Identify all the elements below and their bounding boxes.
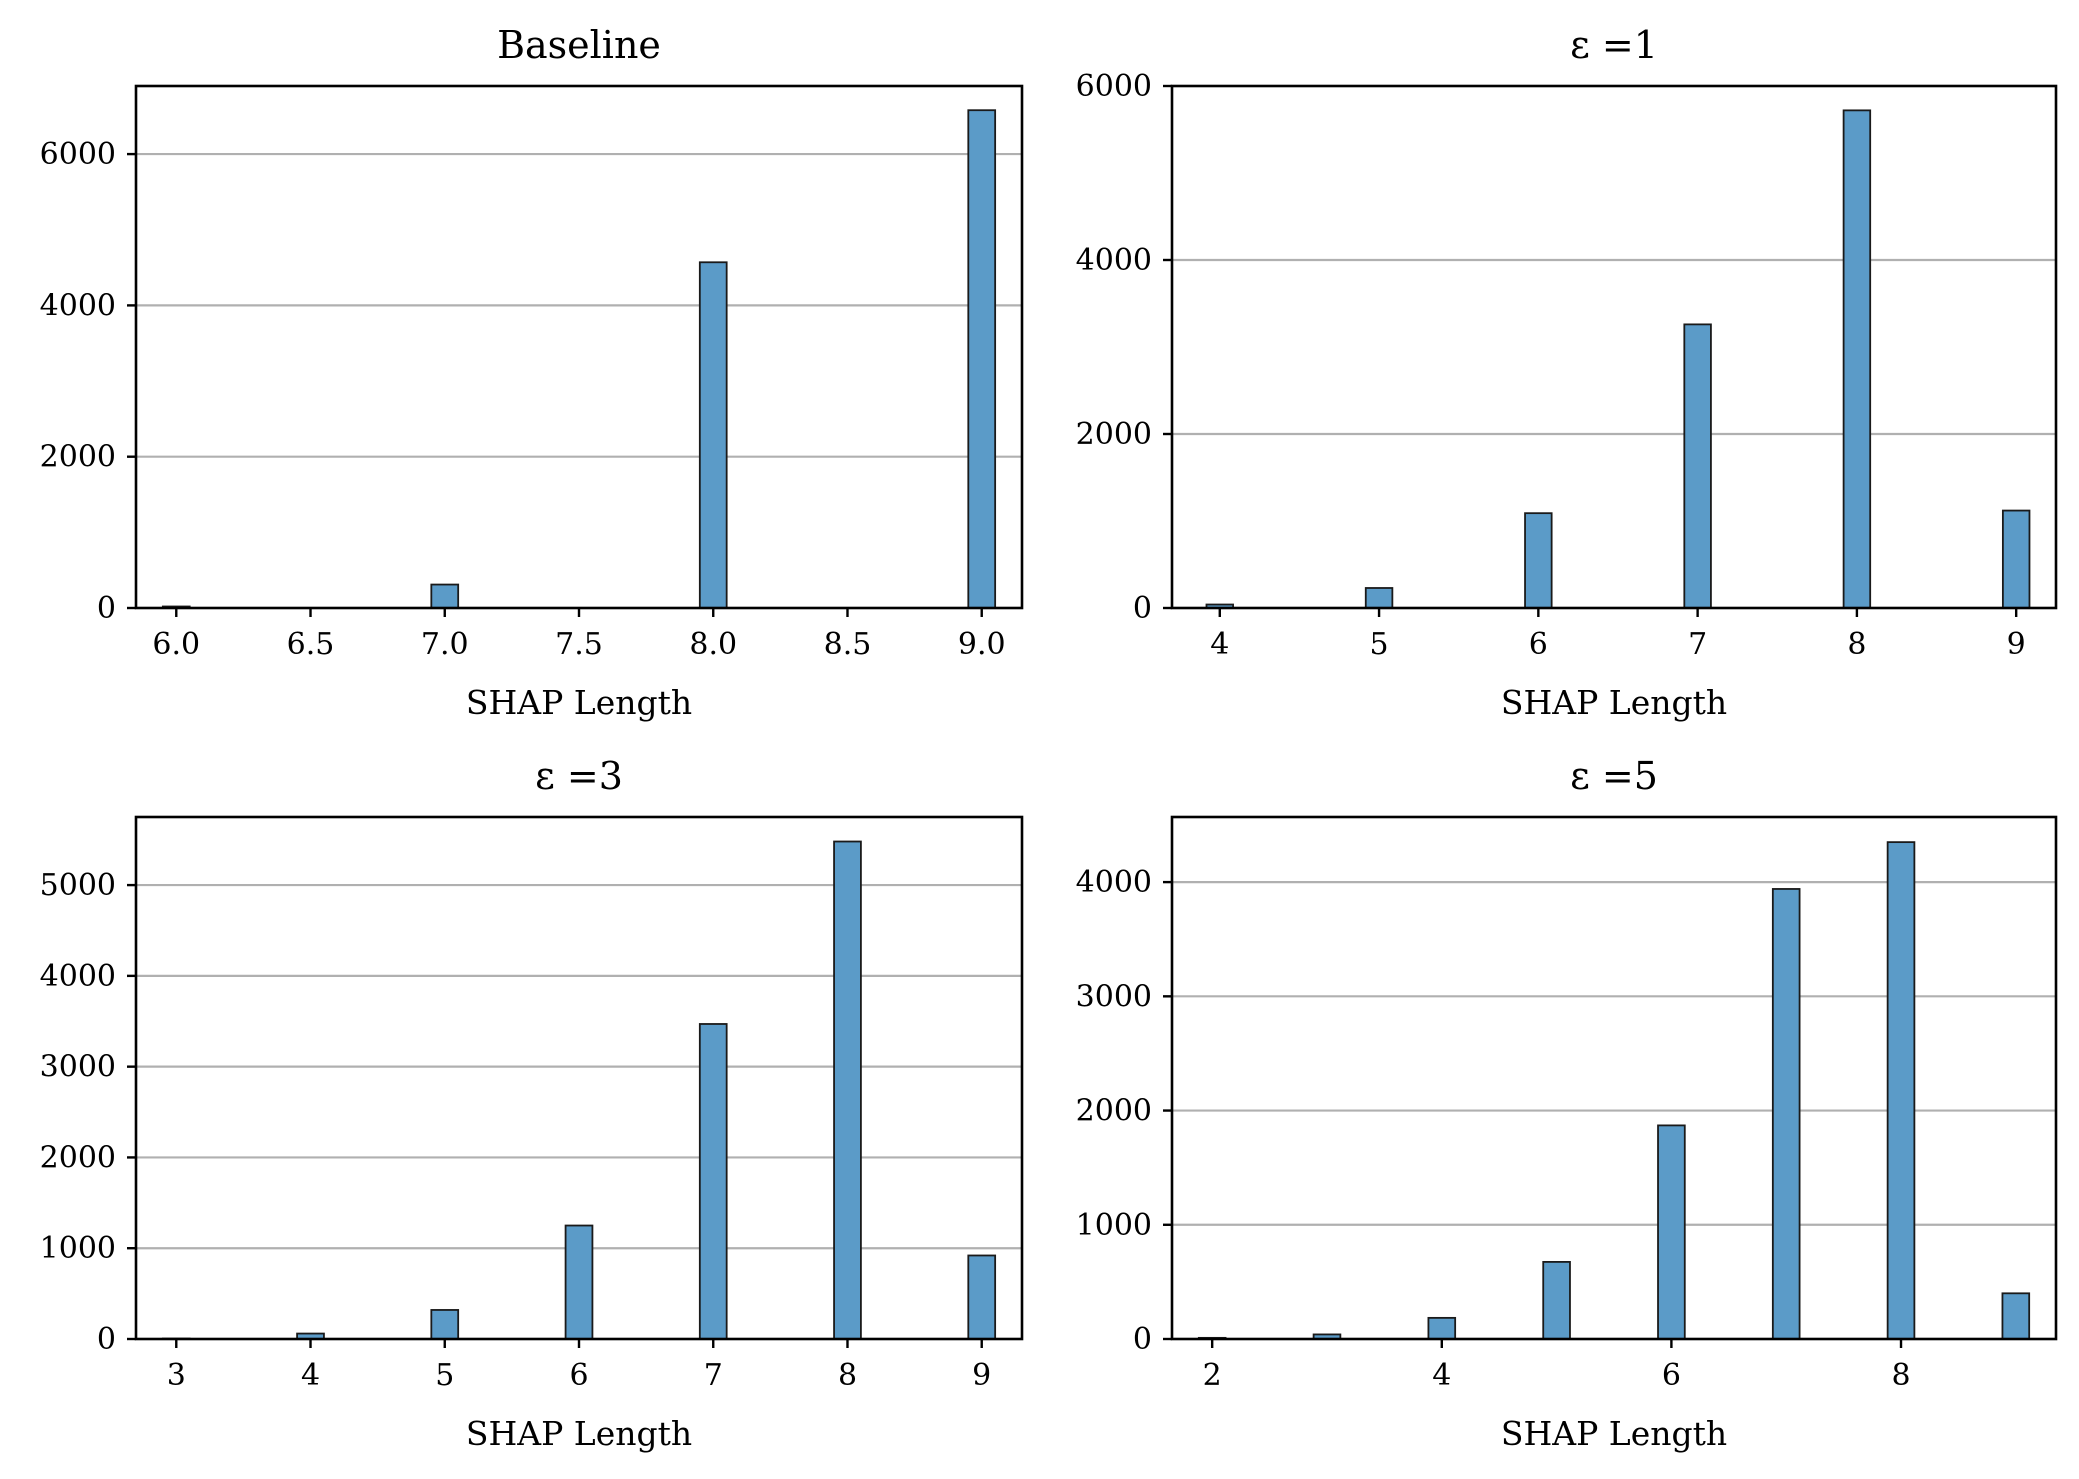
chart-1-bar-9 [967, 109, 997, 609]
chart-3-ytick-label: 5000 [40, 868, 116, 903]
chart-3-bar-9 [967, 1254, 997, 1340]
chart-2-title: ε =1 [1570, 23, 1658, 67]
chart-2-xtick-label: 6 [1529, 627, 1548, 662]
chart-4-ytick-label: 0 [1133, 1322, 1152, 1357]
chart-3-ytick-label: 4000 [40, 959, 116, 994]
chart-2-ytick-label: 4000 [1076, 243, 1152, 278]
chart-4-xtick-label: 6 [1662, 1358, 1681, 1393]
chart-3-ytick-label: 3000 [40, 1050, 116, 1085]
chart-4-frame [1170, 815, 2058, 1341]
chart-1-xtick-label: 6.5 [287, 627, 335, 662]
chart-2-bar-5 [1364, 587, 1394, 609]
chart-3-ytick-label: 0 [97, 1322, 116, 1357]
chart-4-bar-8 [1886, 841, 1916, 1340]
chart-1: 6.0 6.5 7.0 7.5 8.0 8.5 9.0 0 2000 4000 6000 Baseli… [40, 23, 1024, 722]
chart-3-xtick-label: 5 [435, 1358, 454, 1393]
chart-2-bar-9 [2001, 509, 2031, 609]
chart-1-xtick-label: 8.0 [689, 627, 737, 662]
chart-3-xtick-label: 9 [972, 1358, 991, 1393]
chart-4-bar-7 [1771, 888, 1801, 1340]
chart-4-bar-9 [2001, 1292, 2031, 1340]
chart-3-xtick-label: 3 [167, 1358, 186, 1393]
chart-4: 2 4 6 8 0 1000 2000 3000 4000 ε =5 SHAP Length [1076, 754, 2058, 1453]
chart-3: 3 4 5 6 7 8 9 0 1000 2000 3000 4000 5000 ε =3 SHAP Len… [40, 754, 1024, 1453]
chart-2: 4 5 6 7 8 9 0 2000 4000 6000 ε =1 SHAP Length [1076, 23, 2058, 722]
chart-2-xtick-label: 8 [1847, 627, 1866, 662]
chart-3-xtick-label: 6 [569, 1358, 588, 1393]
chart-1-xtick-label: 6.0 [152, 627, 200, 662]
chart-1-ytick-label: 4000 [40, 288, 116, 323]
chart-1-ytick-label: 2000 [40, 440, 116, 475]
chart-2-xtick-label: 7 [1688, 627, 1707, 662]
chart-4-ytick-label: 2000 [1076, 1094, 1152, 1129]
chart-3-xtick-label: 4 [301, 1358, 320, 1393]
chart-4-bar-6 [1657, 1124, 1686, 1340]
chart-1-title: Baseline [497, 23, 661, 67]
chart-3-bar-8 [833, 840, 862, 1340]
chart-3-xlabel: SHAP Length [466, 1414, 692, 1453]
chart-4-ytick-label: 1000 [1076, 1208, 1152, 1243]
chart-4-title: ε =5 [1570, 754, 1658, 798]
chart-1-xtick-label: 7.5 [555, 627, 603, 662]
chart-3-title: ε =3 [535, 754, 623, 798]
chart-1-bar-7 [430, 583, 460, 609]
chart-1-frame [134, 84, 1024, 610]
chart-1-ytick-label: 0 [97, 591, 116, 626]
chart-4-bar-4 [1427, 1316, 1457, 1340]
chart-1-xlabel: SHAP Length [466, 683, 692, 722]
chart-3-bar-6 [564, 1224, 594, 1340]
chart-2-xtick-label: 5 [1370, 627, 1389, 662]
chart-4-xtick-label: 4 [1432, 1358, 1451, 1393]
chart-2-ytick-label: 6000 [1076, 69, 1152, 104]
chart-2-bar-7 [1683, 323, 1712, 609]
chart-1-ytick-label: 6000 [40, 137, 116, 172]
chart-4-ytick-label: 3000 [1076, 979, 1152, 1014]
chart-1-xtick-label: 7.0 [421, 627, 469, 662]
chart-2-xtick-label: 9 [2007, 627, 2026, 662]
chart-2-bar-6 [1524, 512, 1553, 609]
chart-4-xtick-label: 2 [1203, 1358, 1222, 1393]
chart-4-ytick-label: 4000 [1076, 865, 1152, 900]
chart-2-ytick-label: 2000 [1076, 417, 1152, 452]
chart-4-xlabel: SHAP Length [1501, 1414, 1727, 1453]
chart-3-xtick-label: 7 [704, 1358, 723, 1393]
chart-3-ytick-label: 2000 [40, 1140, 116, 1175]
chart-3-xtick-label: 8 [838, 1358, 857, 1393]
chart-2-frame [1170, 84, 2058, 610]
chart-4-xtick-label: 8 [1891, 1358, 1910, 1393]
chart-2-xtick-label: 4 [1210, 627, 1229, 662]
chart-3-bar-5 [430, 1309, 460, 1340]
chart-3-ytick-label: 1000 [40, 1231, 116, 1266]
chart-4-bar-5 [1542, 1260, 1571, 1340]
chart-1-xtick-label: 9.0 [958, 627, 1006, 662]
chart-3-bar-7 [698, 1023, 728, 1340]
chart-1-bar-8 [698, 261, 728, 609]
chart-2-ytick-label: 0 [1133, 591, 1152, 626]
chart-2-xlabel: SHAP Length [1501, 683, 1727, 722]
chart-1-xtick-label: 8.5 [824, 627, 872, 662]
chart-2-bar-8 [1842, 109, 1872, 609]
